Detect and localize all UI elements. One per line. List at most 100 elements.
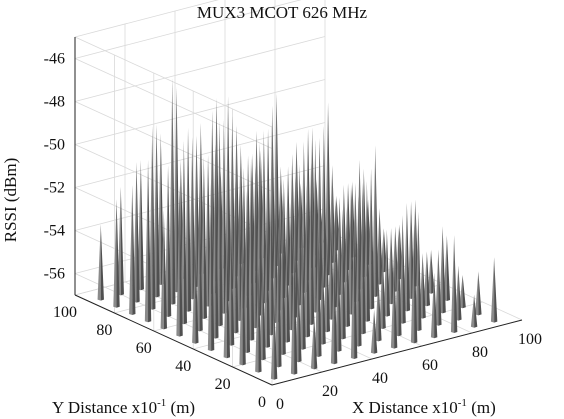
x-axis-label-main: X Distance x10: [352, 398, 458, 417]
spike-dark-face: [152, 126, 156, 310]
spike-dark-face: [116, 199, 120, 308]
back-wall-gridline-z: [74, 0, 302, 59]
spike-dark-face: [278, 226, 282, 368]
spike-dark-face: [328, 102, 332, 276]
spike-dark-face: [319, 137, 323, 301]
spike-light-face: [255, 264, 259, 373]
spike-light-face: [290, 244, 295, 375]
z-tick-label: -50: [44, 137, 65, 154]
spike-dark-face: [478, 271, 482, 316]
spike-dark-face: [258, 264, 262, 373]
side-wall-gridline-z: [74, 101, 273, 192]
spike-light-face: [192, 246, 196, 344]
spike-light-face: [370, 309, 375, 354]
z-tick-label: -52: [44, 180, 65, 197]
z-tick-label: -56: [44, 266, 65, 283]
spike-dark-face: [358, 195, 362, 347]
spike-dark-face: [379, 208, 383, 285]
spike-light-face: [390, 261, 395, 349]
spike-dark-face: [183, 140, 187, 325]
spike-dark-face: [323, 125, 327, 288]
x-tick-label: 60: [422, 357, 438, 374]
y-tick-label: 60: [136, 340, 152, 357]
spike-dark-face: [295, 177, 299, 318]
spike-light-face: [430, 272, 435, 339]
spike-dark-face: [494, 257, 498, 323]
spike-dark-face: [246, 190, 251, 353]
spike-light-face: [239, 224, 243, 366]
y-tick-label: 40: [175, 358, 191, 375]
spike-light-face: [350, 218, 355, 359]
spike-light-face: [129, 185, 133, 315]
spike-dark-face: [163, 210, 167, 330]
x-axis-label-sup: -1: [458, 397, 467, 409]
spike-dark-face: [242, 224, 246, 366]
y-axis-label-unit: (m): [166, 398, 195, 417]
spike-light-face: [299, 230, 303, 350]
spike-dark-face: [374, 309, 378, 354]
spike-light-face: [379, 252, 383, 329]
spike-dark-face: [156, 124, 160, 298]
spike-dark-face: [294, 244, 298, 375]
spike-dark-face: [354, 218, 358, 359]
y-tick-label: 100: [53, 304, 77, 321]
spike-dark-face: [402, 215, 406, 324]
spike-dark-face: [192, 137, 196, 300]
spike-dark-face: [262, 262, 266, 361]
spike-light-face: [315, 227, 319, 357]
spike-dark-face: [276, 93, 280, 267]
spike-dark-face: [172, 77, 176, 305]
x-axis-label-unit: (m): [467, 398, 496, 417]
spike-light-face: [435, 249, 439, 326]
spike-light-face: [144, 159, 149, 323]
z-tick-label: -54: [44, 223, 65, 240]
spike-dark-face: [226, 228, 231, 359]
y-axis-label-main: Y Distance x10: [52, 398, 157, 417]
spike-light-face: [97, 224, 101, 301]
spike-dark-face: [434, 272, 438, 339]
spike-dark-face: [311, 162, 315, 325]
spike-light-face: [275, 226, 279, 368]
spike-light-face: [310, 314, 315, 370]
spike-dark-face: [406, 202, 411, 312]
spike-dark-face: [375, 145, 379, 297]
spike-dark-face: [266, 207, 271, 348]
spike-dark-face: [271, 194, 275, 336]
spike-dark-face: [366, 181, 371, 322]
spike-dark-face: [362, 182, 366, 335]
spike-dark-face: [251, 156, 255, 341]
y-tick-label: 0: [258, 394, 266, 411]
spike-dark-face: [342, 209, 346, 340]
x-tick-label: 40: [372, 370, 388, 387]
spike-dark-face: [454, 235, 458, 333]
spike-dark-face: [378, 275, 382, 342]
spike-dark-face: [338, 254, 342, 352]
spike-dark-face: [386, 229, 391, 317]
back-wall-gridline-z: [74, 0, 219, 38]
spike-dark-face: [462, 274, 466, 309]
spike-light-face: [410, 224, 415, 344]
spike-dark-face: [140, 160, 144, 291]
spike-dark-face: [100, 224, 104, 301]
spike-light-face: [113, 199, 117, 308]
spike-dark-face: [302, 230, 306, 350]
spike-light-face: [160, 210, 164, 330]
spike-light-face: [439, 226, 443, 314]
spike-dark-face: [235, 181, 239, 334]
spike-light-face: [207, 178, 212, 351]
spike-dark-face: [203, 156, 207, 319]
spike-light-face: [383, 229, 387, 317]
spike-dark-face: [195, 246, 199, 344]
spike-dark-face: [422, 253, 426, 319]
back-wall-gridline-z: [74, 79, 326, 145]
z-axis-label: RSSI (dBm): [1, 158, 20, 243]
spike-dark-face: [132, 185, 136, 315]
spike-dark-face: [414, 224, 418, 344]
spike-light-face: [196, 190, 200, 332]
spike-light-face: [450, 235, 455, 333]
x-tick-label: 20: [322, 383, 338, 400]
spike-dark-face: [148, 159, 152, 323]
spike-dark-face: [326, 234, 331, 333]
spike-layer: [97, 77, 498, 380]
spike-dark-face: [211, 178, 215, 351]
